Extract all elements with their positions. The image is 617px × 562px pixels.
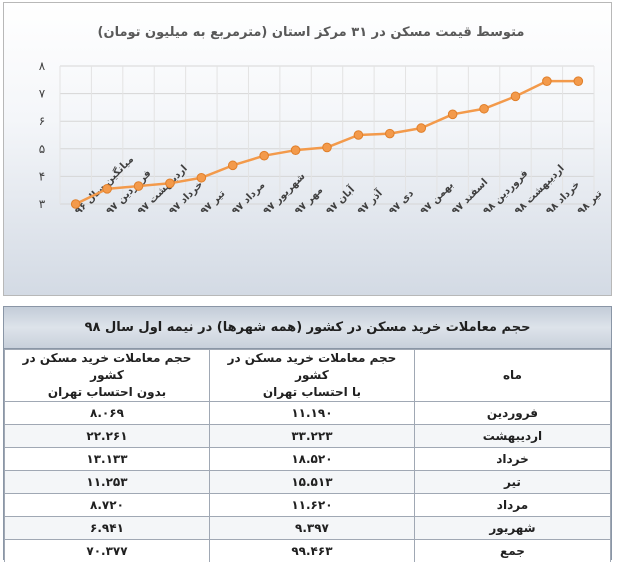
- data-point: [385, 128, 395, 139]
- without-tehran-cell: ۲۲.۲۶۱: [4, 424, 210, 448]
- without-tehran-cell: ۱۳.۱۳۳: [4, 447, 210, 471]
- data-point: [102, 184, 112, 194]
- y-tick-label: ۳: [39, 197, 46, 211]
- month-cell: تیر: [413, 470, 612, 494]
- data-point: [133, 181, 144, 191]
- table-row: تیر ۱۵.۵۱۳ ۱۱.۲۵۳: [4, 470, 612, 494]
- table-header-row: ماه حجم معاملات خرید مسکن در کشور با احتس…: [4, 349, 612, 402]
- header-line: بدون احتساب تهران: [47, 385, 167, 399]
- with-tehran-cell: ۹.۳۹۷: [208, 516, 415, 540]
- data-point: [322, 142, 332, 153]
- with-tehran-cell: ۱۱.۱۹۰: [208, 401, 415, 425]
- data-point: [447, 109, 458, 120]
- data-point: [227, 160, 238, 171]
- data-point: [573, 76, 584, 86]
- header-line: حجم معاملات خرید مسکن در کشور: [22, 351, 192, 382]
- transactions-table-panel: حجم معاملات خرید مسکن در کشور (همه شهرها…: [3, 306, 612, 562]
- table-row: جمع ۹۹.۴۶۳ ۷۰.۳۷۷: [4, 539, 612, 562]
- chart-title: متوسط قیمت مسکن در ۳۱ مرکز استان (مترمرب…: [98, 25, 525, 40]
- header-month: ماه: [413, 349, 612, 402]
- data-point: [196, 172, 207, 183]
- transactions-table: ماه حجم معاملات خرید مسکن در کشور با احتس…: [4, 349, 612, 562]
- month-cell: اردیبهشت: [413, 424, 612, 448]
- header-line: حجم معاملات خرید مسکن در کشور: [227, 351, 397, 382]
- table-row: خرداد ۱۸.۵۲۰ ۱۳.۱۳۳: [4, 447, 612, 471]
- y-tick-label: ۷: [39, 87, 46, 101]
- x-tick-label: آذر ۹۷: [354, 186, 385, 217]
- header-without-tehran: حجم معاملات خرید مسکن در کشور بدون احتساب…: [4, 349, 210, 402]
- y-axis-ticks: ۳ ۴ ۵ ۶ ۷ ۸: [39, 59, 46, 211]
- without-tehran-cell: ۱۱.۲۵۳: [4, 470, 210, 494]
- table-row: اردیبهشت ۳۳.۲۲۳ ۲۲.۲۶۱: [4, 424, 612, 448]
- data-point: [290, 145, 301, 155]
- with-tehran-cell: ۹۹.۴۶۳: [208, 539, 415, 562]
- data-point: [70, 199, 81, 209]
- y-tick-label: ۴: [39, 169, 45, 183]
- data-point: [259, 150, 269, 161]
- x-tick-label: تیر ۹۷: [199, 188, 228, 217]
- price-line-chart: متوسط قیمت مسکن در ۳۱ مرکز استان (مترمرب…: [39, 25, 605, 217]
- data-point: [416, 123, 427, 133]
- y-tick-label: ۵: [39, 142, 45, 156]
- y-tick-label: ۸: [39, 59, 46, 73]
- without-tehran-cell: ۸.۷۲۰: [4, 493, 210, 517]
- x-tick-label: مهر ۹۷: [293, 185, 325, 217]
- month-cell: مرداد: [413, 493, 612, 517]
- month-cell: شهریور: [413, 516, 612, 540]
- y-tick-label: ۶: [39, 114, 45, 128]
- grid-layer: [59, 65, 595, 205]
- series-line: [75, 79, 579, 206]
- with-tehran-cell: ۱۱.۶۲۰: [208, 493, 415, 517]
- series-price: [70, 76, 584, 209]
- header-line: با احتساب تهران: [262, 385, 361, 399]
- data-point: [542, 76, 552, 86]
- x-tick-label: دی ۹۷: [387, 188, 416, 217]
- chart-panel: متوسط قیمت مسکن در ۳۱ مرکز استان (مترمرب…: [3, 2, 612, 296]
- table-row: فروردین ۱۱.۱۹۰ ۸.۰۶۹: [4, 401, 612, 425]
- x-tick-label: میانگین سال ۹۶: [72, 153, 136, 217]
- month-cell: فروردین: [413, 401, 612, 425]
- with-tehran-cell: ۱۸.۵۲۰: [208, 447, 415, 471]
- table-title: حجم معاملات خرید مسکن در کشور (همه شهرها…: [4, 307, 611, 349]
- without-tehran-cell: ۷۰.۳۷۷: [4, 539, 210, 562]
- with-tehran-cell: ۱۵.۵۱۳: [208, 470, 415, 494]
- x-tick-label: آبان ۹۷: [323, 183, 357, 217]
- with-tehran-cell: ۳۳.۲۲۳: [208, 424, 415, 448]
- month-cell: جمع: [413, 539, 612, 562]
- header-with-tehran: حجم معاملات خرید مسکن در کشور با احتساب ت…: [208, 349, 415, 402]
- data-point: [479, 103, 489, 114]
- data-point: [510, 91, 521, 102]
- data-point: [165, 178, 175, 189]
- data-point: [353, 130, 364, 140]
- without-tehran-cell: ۸.۰۶۹: [4, 401, 210, 425]
- without-tehran-cell: ۶.۹۴۱: [4, 516, 210, 540]
- table-row: شهریور ۹.۳۹۷ ۶.۹۴۱: [4, 516, 612, 540]
- x-tick-label: تیر ۹۸: [576, 188, 605, 217]
- table-row: مرداد ۱۱.۶۲۰ ۸.۷۲۰: [4, 493, 612, 517]
- month-cell: خرداد: [413, 447, 612, 471]
